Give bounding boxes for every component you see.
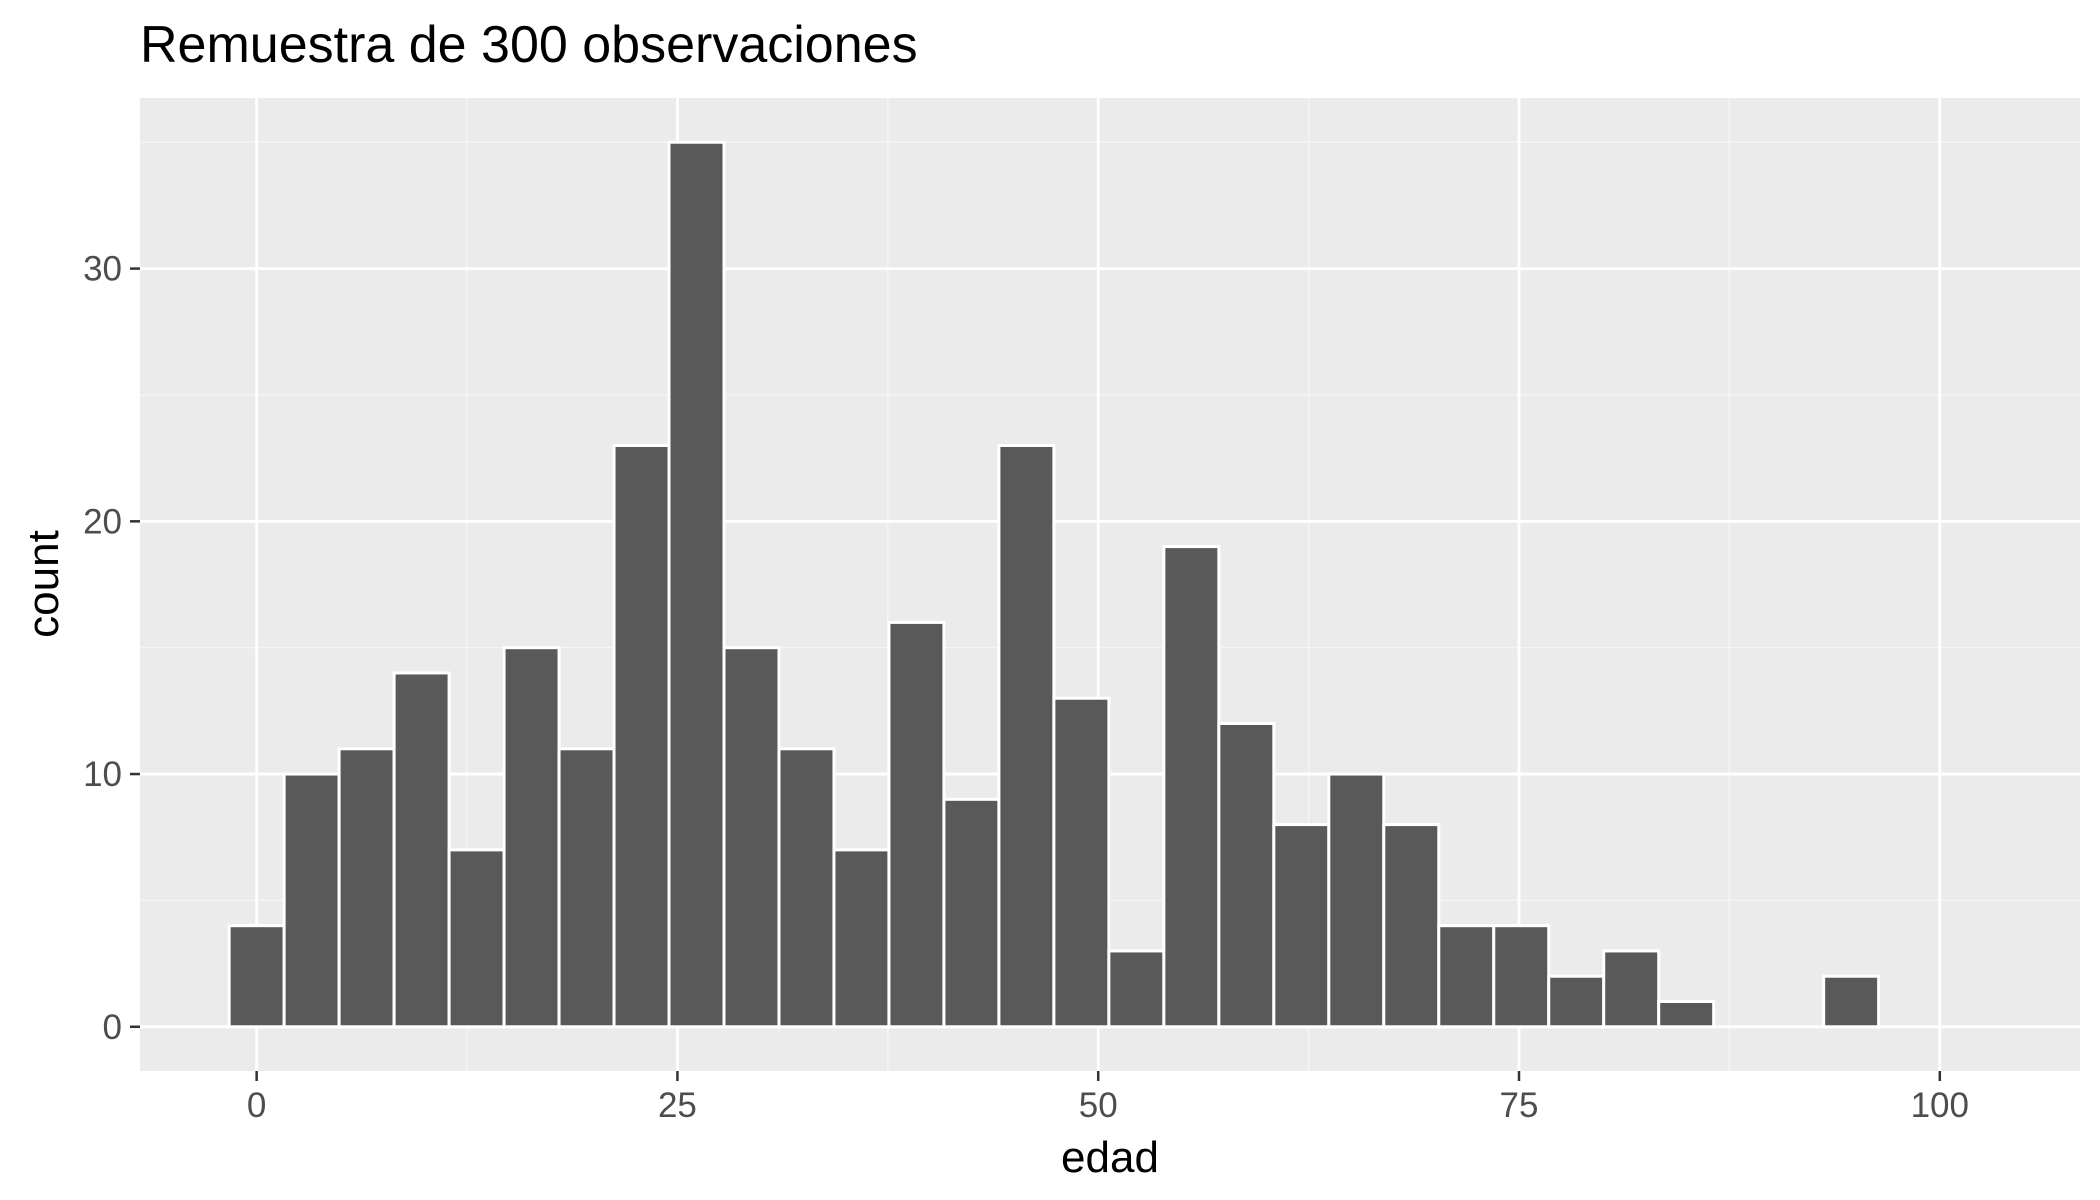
histogram-bar bbox=[1602, 949, 1661, 1029]
histogram-bar bbox=[502, 646, 561, 1029]
histogram-bar bbox=[1272, 823, 1331, 1029]
histogram-bar bbox=[1217, 722, 1276, 1029]
histogram-bar bbox=[997, 444, 1056, 1029]
histogram-bar bbox=[942, 797, 1001, 1029]
x-tick-label: 0 bbox=[247, 1086, 266, 1125]
histogram-bars bbox=[227, 140, 1881, 1029]
histogram-bar bbox=[337, 747, 396, 1029]
histogram-bar bbox=[392, 671, 451, 1029]
histogram-bar bbox=[722, 646, 781, 1029]
histogram-bar bbox=[1382, 823, 1441, 1029]
histogram-bar bbox=[1492, 924, 1551, 1029]
histogram-bar bbox=[612, 444, 671, 1029]
x-tick-label: 100 bbox=[1911, 1086, 1969, 1125]
x-axis-title: edad bbox=[1061, 1133, 1159, 1182]
histogram-bar bbox=[1437, 924, 1496, 1029]
y-tick-label: 20 bbox=[83, 502, 122, 541]
histogram-bar bbox=[1327, 772, 1386, 1029]
x-tick-label: 50 bbox=[1079, 1086, 1118, 1125]
y-axis-tick-labels: 0 10 20 30 bbox=[83, 250, 122, 1047]
y-axis-title: count bbox=[19, 530, 68, 638]
y-tick-label: 10 bbox=[83, 755, 122, 794]
histogram-bar bbox=[832, 848, 891, 1029]
histogram-bar bbox=[227, 924, 286, 1029]
y-tick-label: 0 bbox=[103, 1008, 122, 1047]
histogram-bar bbox=[447, 848, 506, 1029]
histogram-bar bbox=[667, 140, 726, 1029]
x-tick-label: 75 bbox=[1500, 1086, 1539, 1125]
axis-ticks bbox=[130, 267, 1942, 1081]
histogram-bar bbox=[887, 620, 946, 1029]
histogram-bar bbox=[1822, 974, 1881, 1029]
histogram-bar bbox=[1657, 1000, 1716, 1029]
histogram-bar bbox=[777, 747, 836, 1029]
histogram-bar bbox=[1107, 949, 1166, 1029]
histogram-bar bbox=[557, 747, 616, 1029]
histogram-bar bbox=[1162, 545, 1221, 1029]
x-tick-label: 25 bbox=[658, 1086, 697, 1125]
histogram-bar bbox=[1052, 696, 1111, 1029]
y-tick-label: 30 bbox=[83, 250, 122, 289]
histogram-bar bbox=[1547, 974, 1606, 1029]
histogram-bar bbox=[282, 772, 341, 1029]
x-axis-tick-labels: 0 25 50 75 100 bbox=[247, 1086, 1969, 1125]
minor-gridlines bbox=[140, 98, 2080, 1071]
chart-title: Remuestra de 300 observaciones bbox=[140, 16, 918, 74]
